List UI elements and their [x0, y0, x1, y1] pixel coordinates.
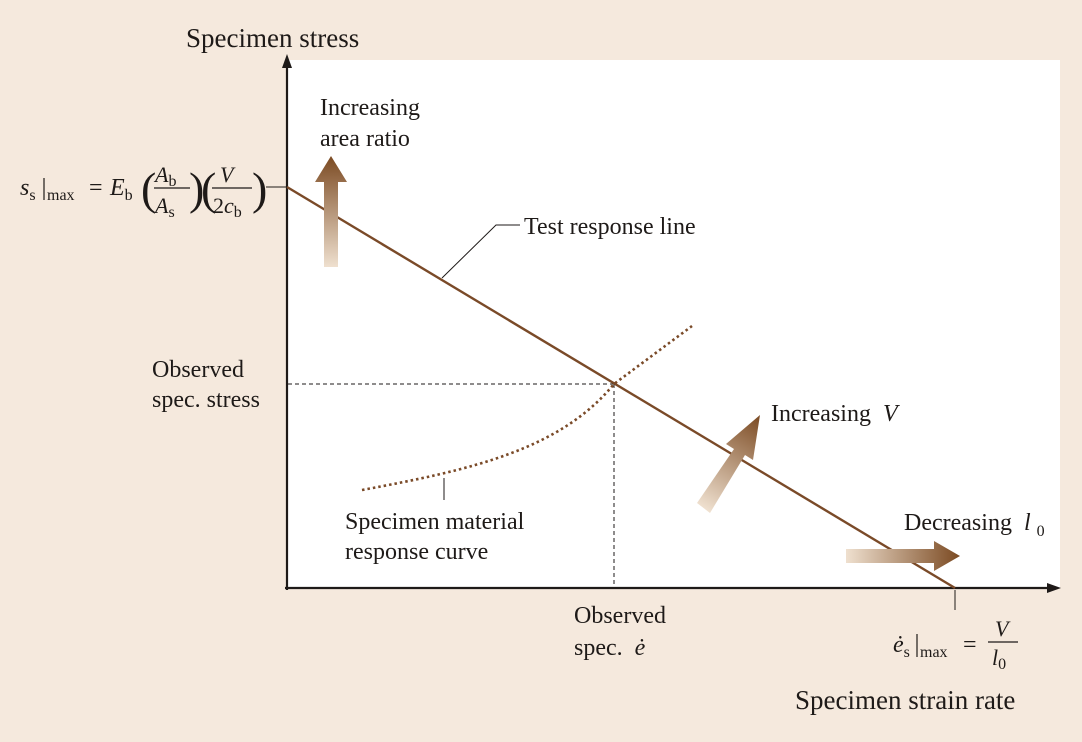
observed-stress-label: Observed spec. stress [152, 357, 260, 413]
svg-text:Ab: Ab [153, 162, 176, 190]
svg-text:ss: ss [20, 175, 36, 204]
test-response-leader [441, 224, 520, 279]
y-axis-arrowhead [282, 54, 292, 68]
test-response-label: Test response line [524, 214, 696, 240]
material-response-curve [361, 324, 693, 492]
observed-rate-label: Observed spec. ė [574, 603, 672, 661]
stress-max-equation: ss max = Eb ( Ab As ) ( V 2cb ) [20, 162, 267, 221]
svg-text:max: max [47, 187, 75, 204]
svg-text:(: ( [141, 163, 156, 214]
plot-area [288, 60, 1060, 588]
svg-text:V: V [995, 616, 1011, 641]
up-arrow-icon [315, 156, 347, 267]
area-ratio-label: Increasing area ratio [320, 95, 426, 152]
svg-text:=: = [963, 632, 977, 658]
test-response-line [286, 185, 956, 590]
x-axis-arrowhead [1047, 583, 1061, 593]
x-axis-title: Specimen strain rate [795, 685, 1015, 715]
svg-text:max: max [920, 644, 948, 661]
svg-text:ės: ės [893, 632, 910, 661]
rate-max-equation: ės max = V l0 [893, 616, 1018, 673]
decreasing-l0-label: Decreasing l 0 [904, 510, 1045, 540]
svg-text:As: As [153, 193, 175, 221]
increasing-v-label: Increasing V [771, 401, 900, 427]
right-arrow-icon [846, 541, 960, 571]
y-axis-title: Specimen stress [186, 23, 359, 53]
svg-text:V: V [220, 162, 236, 187]
svg-text:=: = [89, 175, 103, 201]
svg-text:): ) [252, 163, 267, 214]
svg-text:(: ( [201, 163, 216, 214]
svg-text:2cb: 2cb [213, 193, 242, 221]
svg-text:Eb: Eb [109, 175, 133, 204]
diagonal-arrow-icon [697, 415, 760, 513]
material-curve-label: Specimen material response curve [345, 509, 530, 565]
svg-text:l0: l0 [992, 645, 1006, 673]
svg-text:): ) [189, 163, 204, 214]
